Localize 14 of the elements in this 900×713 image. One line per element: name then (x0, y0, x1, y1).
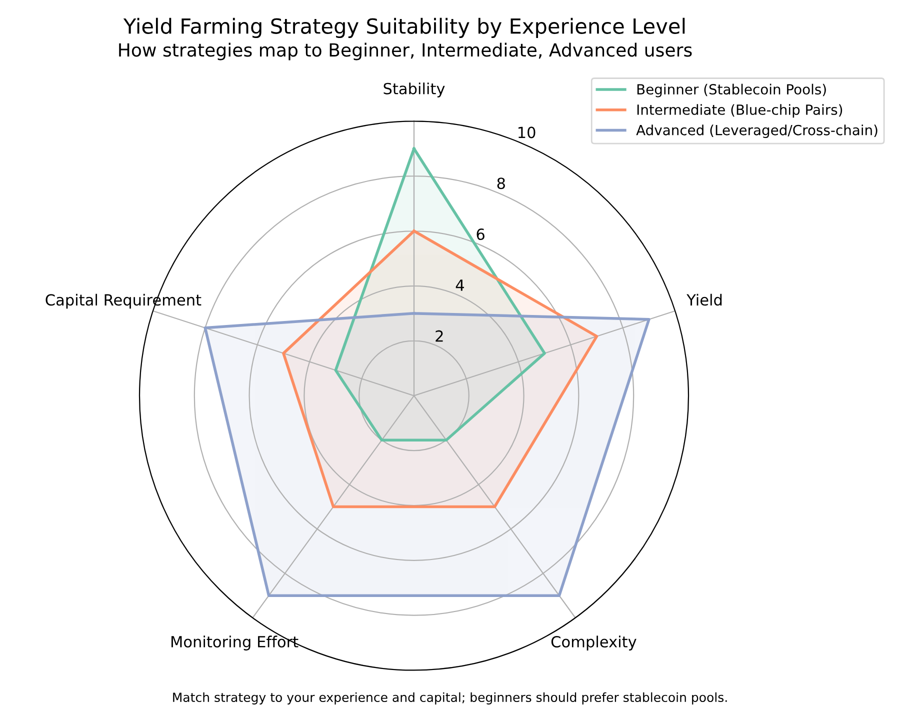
spoke-label: Stability (384, 82, 445, 98)
legend-label: Beginner (Stablecoin Pools) (637, 84, 826, 98)
spoke-label: Complexity (551, 636, 636, 650)
y-tick-label: 6 (476, 228, 484, 240)
y-tick-label: 10 (518, 126, 536, 138)
legend-label: Intermediate (Blue-chip Pairs) (637, 104, 842, 118)
legend-label: Advanced (Leveraged/Cross-chain) (636, 124, 878, 138)
spoke-label: Yield (686, 294, 722, 306)
chart-title: Yield Farming Strategy Suitability by Experience Level (123, 18, 685, 38)
y-tick-label: 8 (497, 178, 505, 190)
y-tick-label: 2 (436, 330, 443, 342)
chart-subtitle: How strategies map to Beginner, Intermediate, Advanced users (119, 42, 692, 60)
text: Match strategy to your experience and capital; beginners should prefer stablecoin pools. (173, 692, 727, 704)
y-tick-label: 4 (456, 280, 464, 291)
